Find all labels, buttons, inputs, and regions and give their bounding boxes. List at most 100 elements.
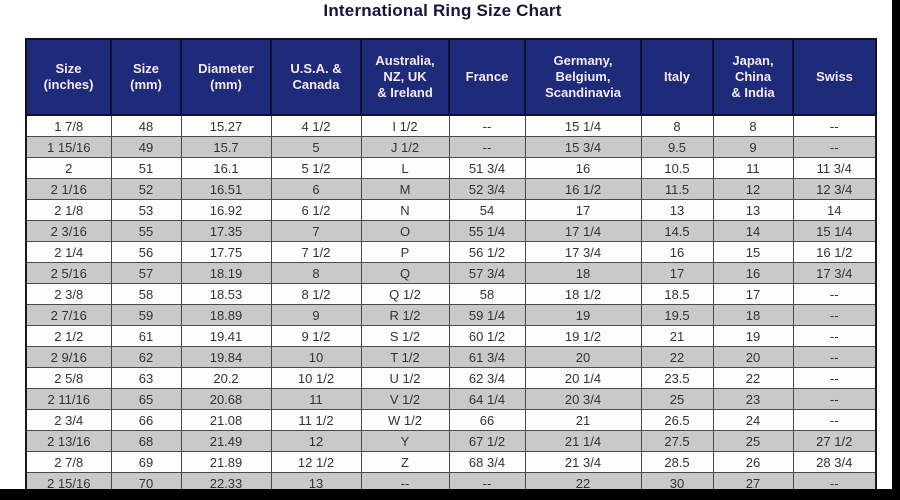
table-cell: 4 1/2 — [270, 114, 362, 137]
table-cell: 20.68 — [180, 388, 272, 410]
table-cell: 13 — [640, 199, 714, 221]
table-cell: 10 1/2 — [270, 367, 362, 389]
table-cell: 26 — [712, 451, 794, 473]
table-cell: 9 1/2 — [270, 325, 362, 347]
table-cell: Y — [360, 430, 450, 452]
table-cell: 8 — [640, 114, 714, 137]
header-cell-4: Australia, NZ, UK & Ireland — [360, 38, 450, 116]
header-row: Size (inches) Size (mm) Diameter (mm) U.S.A… — [25, 38, 877, 116]
table-cell: -- — [792, 346, 877, 368]
table-cell: 16.92 — [180, 199, 272, 221]
table-cell: 21.89 — [180, 451, 272, 473]
table-cell: 15 1/4 — [792, 220, 877, 242]
table-cell: 8 1/2 — [270, 283, 362, 305]
table-row: 2 11/16 65 20.68 11 V 1/2 64 1/4 20 3/4 25 23 -- — [25, 388, 877, 410]
table-cell: 21 — [524, 409, 642, 431]
table-cell: 69 — [110, 451, 182, 473]
table-cell: P — [360, 241, 450, 263]
table-cell: 17 1/4 — [524, 220, 642, 242]
table-cell: Z — [360, 451, 450, 473]
table-cell: 7 1/2 — [270, 241, 362, 263]
table-cell: 68 — [110, 430, 182, 452]
table-cell: 67 1/2 — [448, 430, 526, 452]
table-cell: 2 3/16 — [25, 220, 112, 242]
table-row: 1 7/8 48 15.27 4 1/2 I 1/2 -- 15 1/4 8 8 -- — [25, 114, 877, 137]
table-cell: Q — [360, 262, 450, 284]
table-cell: 22 — [712, 367, 794, 389]
table-cell: 2 15/16 — [25, 472, 112, 495]
bottom-frame-bar — [0, 489, 900, 500]
table-cell: 17.35 — [180, 220, 272, 242]
table-cell: 9 — [270, 304, 362, 326]
table-row: 2 7/16 59 18.89 9 R 1/2 59 1/4 19 19.5 18 -- — [25, 304, 877, 326]
table-cell: 55 — [110, 220, 182, 242]
table-cell: 66 — [110, 409, 182, 431]
table-cell: 20 3/4 — [524, 388, 642, 410]
table-cell: 12 — [712, 178, 794, 200]
table-row: 2 3/4 66 21.08 11 1/2 W 1/2 66 21 26.5 24 -- — [25, 409, 877, 431]
table-cell: 2 7/8 — [25, 451, 112, 473]
table-cell: 19.5 — [640, 304, 714, 326]
table-cell: -- — [792, 304, 877, 326]
table-cell: 21 1/4 — [524, 430, 642, 452]
table-cell: 49 — [110, 136, 182, 158]
table-cell: 16 — [712, 262, 794, 284]
table-cell: N — [360, 199, 450, 221]
table-cell: 51 — [110, 157, 182, 179]
page-title: International Ring Size Chart — [323, 1, 562, 20]
table-cell: 51 3/4 — [448, 157, 526, 179]
table-cell: 15.7 — [180, 136, 272, 158]
table-cell: 65 — [110, 388, 182, 410]
table-cell: 12 3/4 — [792, 178, 877, 200]
table-cell: 17 3/4 — [792, 262, 877, 284]
table-cell: 10 — [270, 346, 362, 368]
header-cell-5: France — [448, 38, 526, 116]
table-cell: 23.5 — [640, 367, 714, 389]
table-row: 2 5/16 57 18.19 8 Q 57 3/4 18 17 16 17 3/4 — [25, 262, 877, 284]
table-cell: Q 1/2 — [360, 283, 450, 305]
table-cell: 12 — [270, 430, 362, 452]
table-body: 1 7/8 48 15.27 4 1/2 I 1/2 -- 15 1/4 8 8 -- 1 15/1… — [25, 114, 877, 495]
table-cell: 2 1/8 — [25, 199, 112, 221]
table-row: 2 3/8 58 18.53 8 1/2 Q 1/2 58 18 1/2 18.5 17 -- — [25, 283, 877, 305]
table-row: 2 1/16 52 16.51 6 M 52 3/4 16 1/2 11.5 12 12 3/4 — [25, 178, 877, 200]
table-cell: 18 — [712, 304, 794, 326]
table-cell: -- — [448, 472, 526, 495]
table-cell: 15.27 — [180, 114, 272, 137]
table-cell: 2 5/8 — [25, 367, 112, 389]
table-cell: 20 — [712, 346, 794, 368]
table-cell: 2 3/8 — [25, 283, 112, 305]
table-cell: 19 — [524, 304, 642, 326]
header-cell-0: Size (inches) — [25, 38, 112, 116]
table-cell: 28 3/4 — [792, 451, 877, 473]
table-cell: 21 3/4 — [524, 451, 642, 473]
table-cell: 26.5 — [640, 409, 714, 431]
table-cell: 18 — [524, 262, 642, 284]
table-cell: 1 15/16 — [25, 136, 112, 158]
table-cell: 15 3/4 — [524, 136, 642, 158]
table-cell: 19.84 — [180, 346, 272, 368]
table-cell: I 1/2 — [360, 114, 450, 137]
table-cell: 9.5 — [640, 136, 714, 158]
table-cell: 68 3/4 — [448, 451, 526, 473]
table-cell: -- — [792, 367, 877, 389]
table-cell: 22.33 — [180, 472, 272, 495]
table-cell: 18.89 — [180, 304, 272, 326]
table-cell: 6 — [270, 178, 362, 200]
table-cell: 63 — [110, 367, 182, 389]
table-cell: -- — [792, 472, 877, 495]
table-cell: 2 9/16 — [25, 346, 112, 368]
table-cell: 59 — [110, 304, 182, 326]
table-cell: 28.5 — [640, 451, 714, 473]
table-cell: U 1/2 — [360, 367, 450, 389]
table-cell: 52 3/4 — [448, 178, 526, 200]
table-cell: J 1/2 — [360, 136, 450, 158]
table-cell: 8 — [270, 262, 362, 284]
table-cell: 16.51 — [180, 178, 272, 200]
table-cell: 56 — [110, 241, 182, 263]
table-cell: 58 — [448, 283, 526, 305]
table-cell: 18.19 — [180, 262, 272, 284]
table-cell: 10.5 — [640, 157, 714, 179]
table-cell: 27.5 — [640, 430, 714, 452]
